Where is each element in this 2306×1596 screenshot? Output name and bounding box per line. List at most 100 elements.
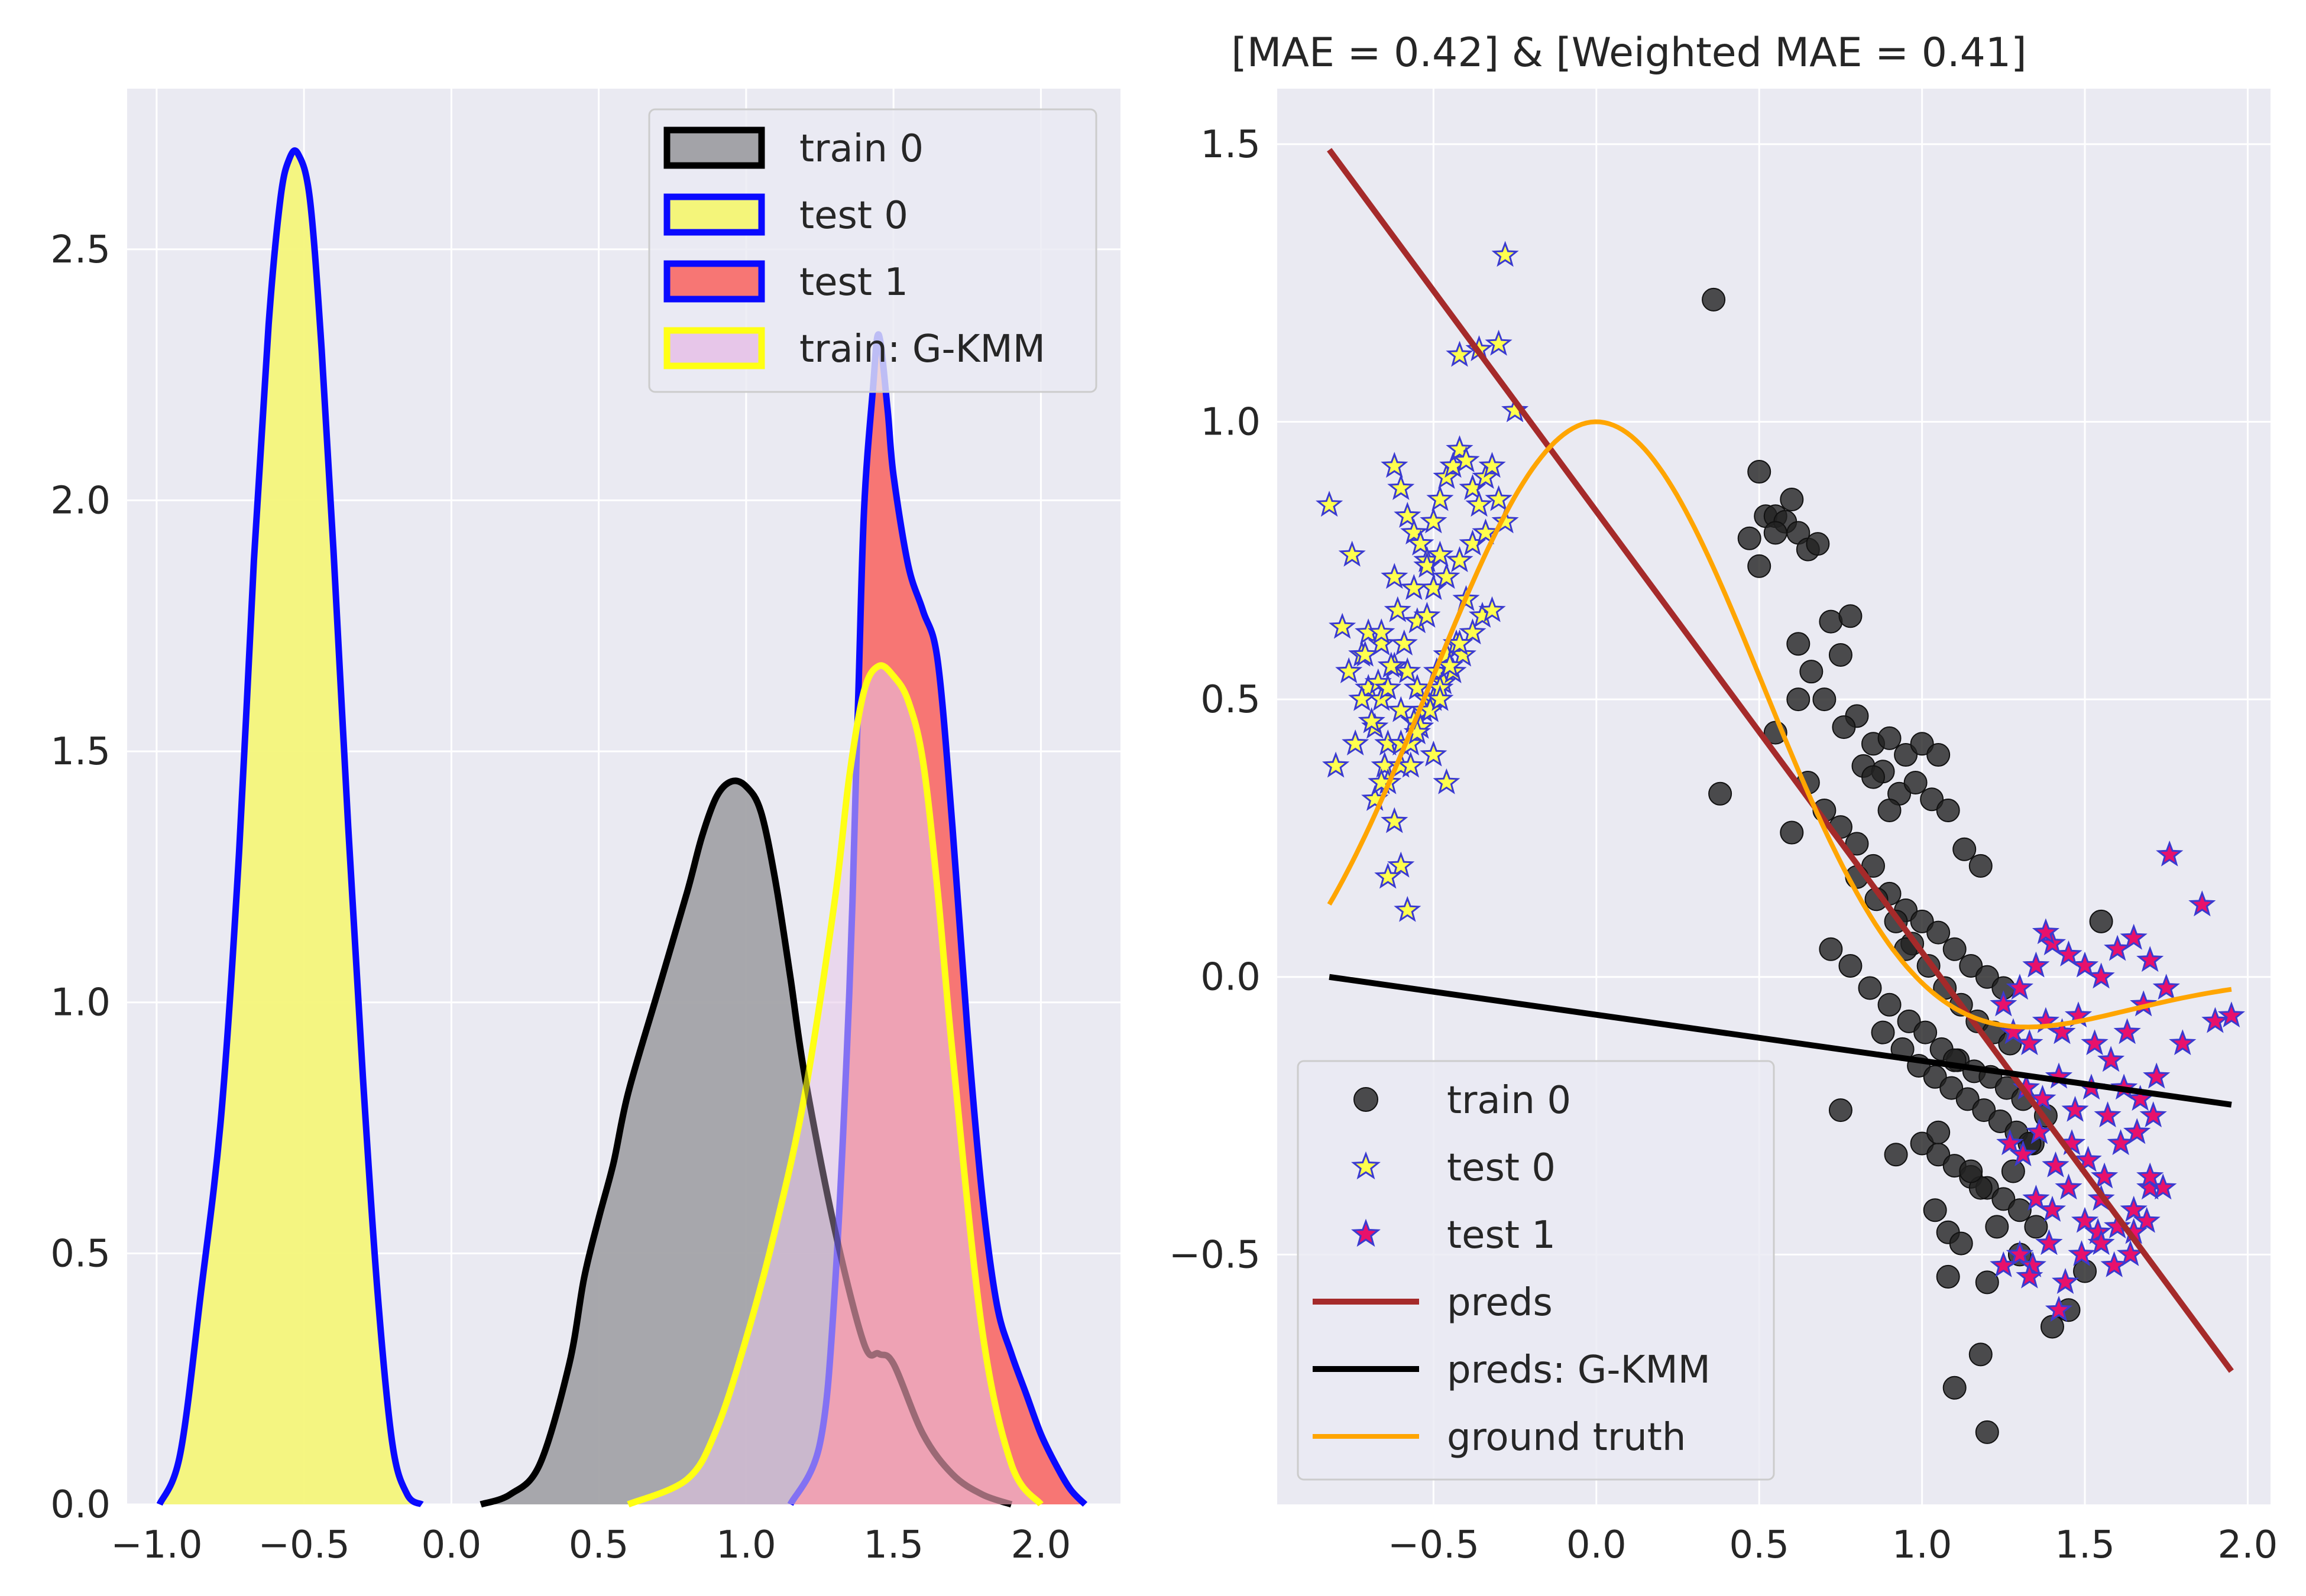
train-0-point: [1819, 609, 1843, 634]
test-0-star: [1413, 602, 1441, 628]
test-1-star: [2136, 946, 2164, 972]
right-scatter-points: [1316, 241, 2245, 1444]
test-0-star: [1384, 596, 1411, 622]
test-1-star: [2217, 1001, 2245, 1028]
right-y-tick-label: 0.0: [1200, 956, 1261, 1000]
test-1-star: [2143, 1062, 2171, 1089]
test-0-star: [1377, 651, 1405, 678]
test-1-star: [2087, 1229, 2115, 1256]
test-1-star: [2104, 935, 2132, 961]
train-0-point: [1747, 554, 1771, 578]
right-legend-label: preds: [1447, 1281, 1553, 1325]
test-0-star: [1335, 657, 1363, 683]
train-0-point: [1832, 715, 1856, 739]
line-ground-truth: [1327, 419, 2232, 1030]
test-1-star: [2120, 923, 2148, 950]
test-1-star: [2084, 1218, 2112, 1244]
train-0-point: [1988, 1109, 2012, 1133]
train-0-point: [1920, 787, 1944, 812]
train-0-point: [1877, 726, 1902, 750]
test-0-star: [1351, 640, 1379, 667]
test-0-star: [1381, 807, 1408, 833]
train-0-point: [1737, 526, 1761, 550]
test-1-star: [2081, 1029, 2109, 1056]
right-x-tick-label: 1.5: [2055, 1523, 2115, 1567]
train-0-point: [2089, 909, 2113, 933]
test-1-star: [2055, 1173, 2082, 1200]
train-0-point: [1991, 1187, 2016, 1211]
test-1-star: [1996, 1129, 2024, 1156]
train-0-point: [1952, 837, 1977, 861]
train-0-point: [1780, 488, 1804, 512]
left-x-tick-label: −0.5: [258, 1523, 349, 1567]
right-y-tick-label: 1.5: [1200, 123, 1261, 167]
line-preds: [1327, 148, 2234, 1373]
train-0-point: [1926, 1120, 1951, 1144]
test-1-star: [2097, 1046, 2125, 1072]
train-0-point: [1910, 732, 1934, 756]
train-0-point: [1786, 632, 1811, 656]
train-0-point: [1828, 1098, 1852, 1123]
right-legend-label: preds: G-KMM: [1447, 1348, 1711, 1392]
train-0-point: [1838, 953, 1863, 978]
train-0-point: [1994, 1076, 2019, 1100]
left-y-tick-label: 0.5: [50, 1232, 111, 1276]
train-0-point: [1913, 1020, 1938, 1044]
train-0-point: [1799, 660, 1824, 684]
density-plot: −1.0 −0.5 0.0 0.5 1.0 1.5 2.0 0.0 0.5 1.0 1.5 2.0 2…: [50, 89, 1120, 1567]
left-legend-frame: [648, 108, 1097, 393]
test-0-star: [1394, 896, 1421, 922]
left-legend-swatch-train-g-kmm: [663, 327, 765, 369]
left-y-tick-labels: 0.0 0.5 1.0 1.5 2.0 2.5: [50, 228, 111, 1527]
test-0-star: [1491, 241, 1519, 267]
test-1-star: [2025, 1118, 2053, 1144]
train-0-point: [1747, 460, 1771, 484]
test-0-star: [1426, 685, 1454, 711]
left-y-tick-label: 0.0: [50, 1483, 111, 1527]
left-x-tick-label: 2.0: [1011, 1523, 1071, 1567]
train-0-point: [1877, 992, 1902, 1017]
density-curve-test-0: [156, 147, 424, 1508]
test-1-star: [2055, 940, 2082, 966]
train-0-point: [2001, 1159, 2025, 1183]
test-1-star: [2006, 974, 2033, 1000]
train-0-point: [1975, 965, 1999, 989]
test-1-star: [2100, 1251, 2128, 1277]
test-0-star: [1342, 729, 1369, 755]
test-1-star: [2094, 1101, 2122, 1128]
right-x-tick-label: 0.0: [1566, 1523, 1627, 1567]
test-0-star: [1446, 629, 1473, 656]
left-legend: train 0 test 0 test 1 train: G-KMM: [648, 108, 1097, 393]
right-x-tick-label: 2.0: [2218, 1523, 2278, 1567]
test-0-star: [1420, 740, 1447, 767]
test-0-star: [1472, 518, 1499, 545]
density-curve-train-0-overlay: [480, 777, 1013, 1508]
left-legend-swatch-test-0: [663, 193, 765, 236]
test-0-star: [1407, 529, 1434, 556]
density-area-train-g-kmm: [628, 665, 1041, 1504]
test-0-star: [1316, 491, 1343, 517]
train-0-point: [1763, 521, 1787, 545]
right-x-tick-label: 1.0: [1892, 1523, 1952, 1567]
test-0-star: [1446, 435, 1473, 462]
test-1-star: [2201, 1007, 2229, 1033]
left-y-tick-label: 2.5: [50, 228, 111, 272]
test-1-star: [2029, 1085, 2056, 1111]
test-1-star: [2120, 1195, 2148, 1222]
train-0-point: [1955, 1087, 1980, 1111]
train-0-point: [1806, 532, 1830, 556]
test-1-star: [2045, 1296, 2073, 1322]
test-1-star: [2016, 1029, 2043, 1056]
train-0-point: [1936, 798, 1960, 822]
test-1-star: [2048, 1018, 2076, 1044]
left-legend-label: train 0: [799, 127, 924, 171]
test-0-star: [1387, 851, 1415, 878]
test-1-star: [2188, 890, 2216, 917]
train-0-point: [1949, 1231, 1973, 1256]
right-y-tick-labels: −0.5 0.0 0.5 1.0 1.5: [1169, 123, 1261, 1277]
test-1-star: [2038, 1195, 2067, 1222]
train-0-point: [1903, 771, 1928, 795]
left-x-tick-labels: −1.0 −0.5 0.0 0.5 1.0 1.5 2.0: [111, 1523, 1071, 1567]
left-y-tick-label: 1.5: [50, 730, 111, 774]
